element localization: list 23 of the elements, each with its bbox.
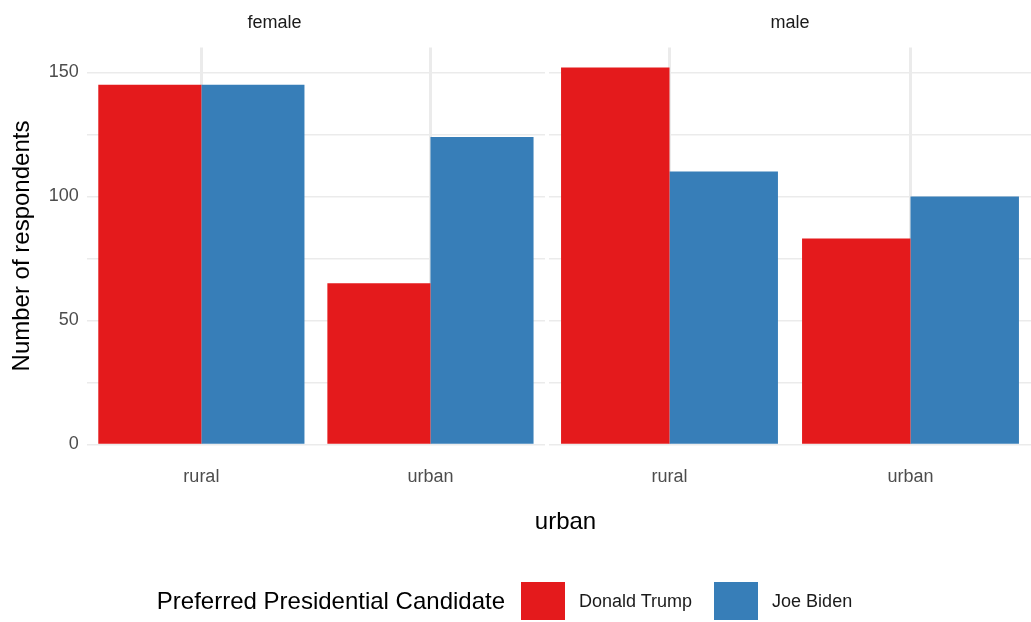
x-tick-label: urban bbox=[887, 466, 934, 487]
bar bbox=[561, 67, 670, 444]
chart-title: male bbox=[770, 11, 810, 32]
x-tick-label: rural bbox=[651, 466, 688, 487]
bar bbox=[669, 171, 778, 444]
y-tick-label: 150 bbox=[48, 61, 79, 82]
bar bbox=[201, 84, 305, 444]
y-axis-title: Number of respondents bbox=[7, 120, 35, 372]
chart-title: female bbox=[247, 11, 302, 32]
bar bbox=[802, 238, 911, 444]
x-axis-title: urban bbox=[533, 507, 598, 535]
legend-title: Preferred Presidential Candidate bbox=[156, 587, 506, 615]
y-tick-label: 50 bbox=[58, 309, 79, 330]
y-tick-label: 0 bbox=[68, 433, 79, 454]
bar bbox=[910, 196, 1019, 444]
bar bbox=[98, 84, 202, 444]
legend-label: Donald Trump bbox=[579, 590, 693, 612]
bar bbox=[327, 283, 431, 444]
legend-label: Joe Biden bbox=[772, 590, 853, 612]
y-tick-label: 100 bbox=[48, 185, 79, 206]
x-tick-label: urban bbox=[407, 466, 454, 487]
x-tick-label: rural bbox=[183, 466, 220, 487]
bar bbox=[430, 136, 534, 444]
